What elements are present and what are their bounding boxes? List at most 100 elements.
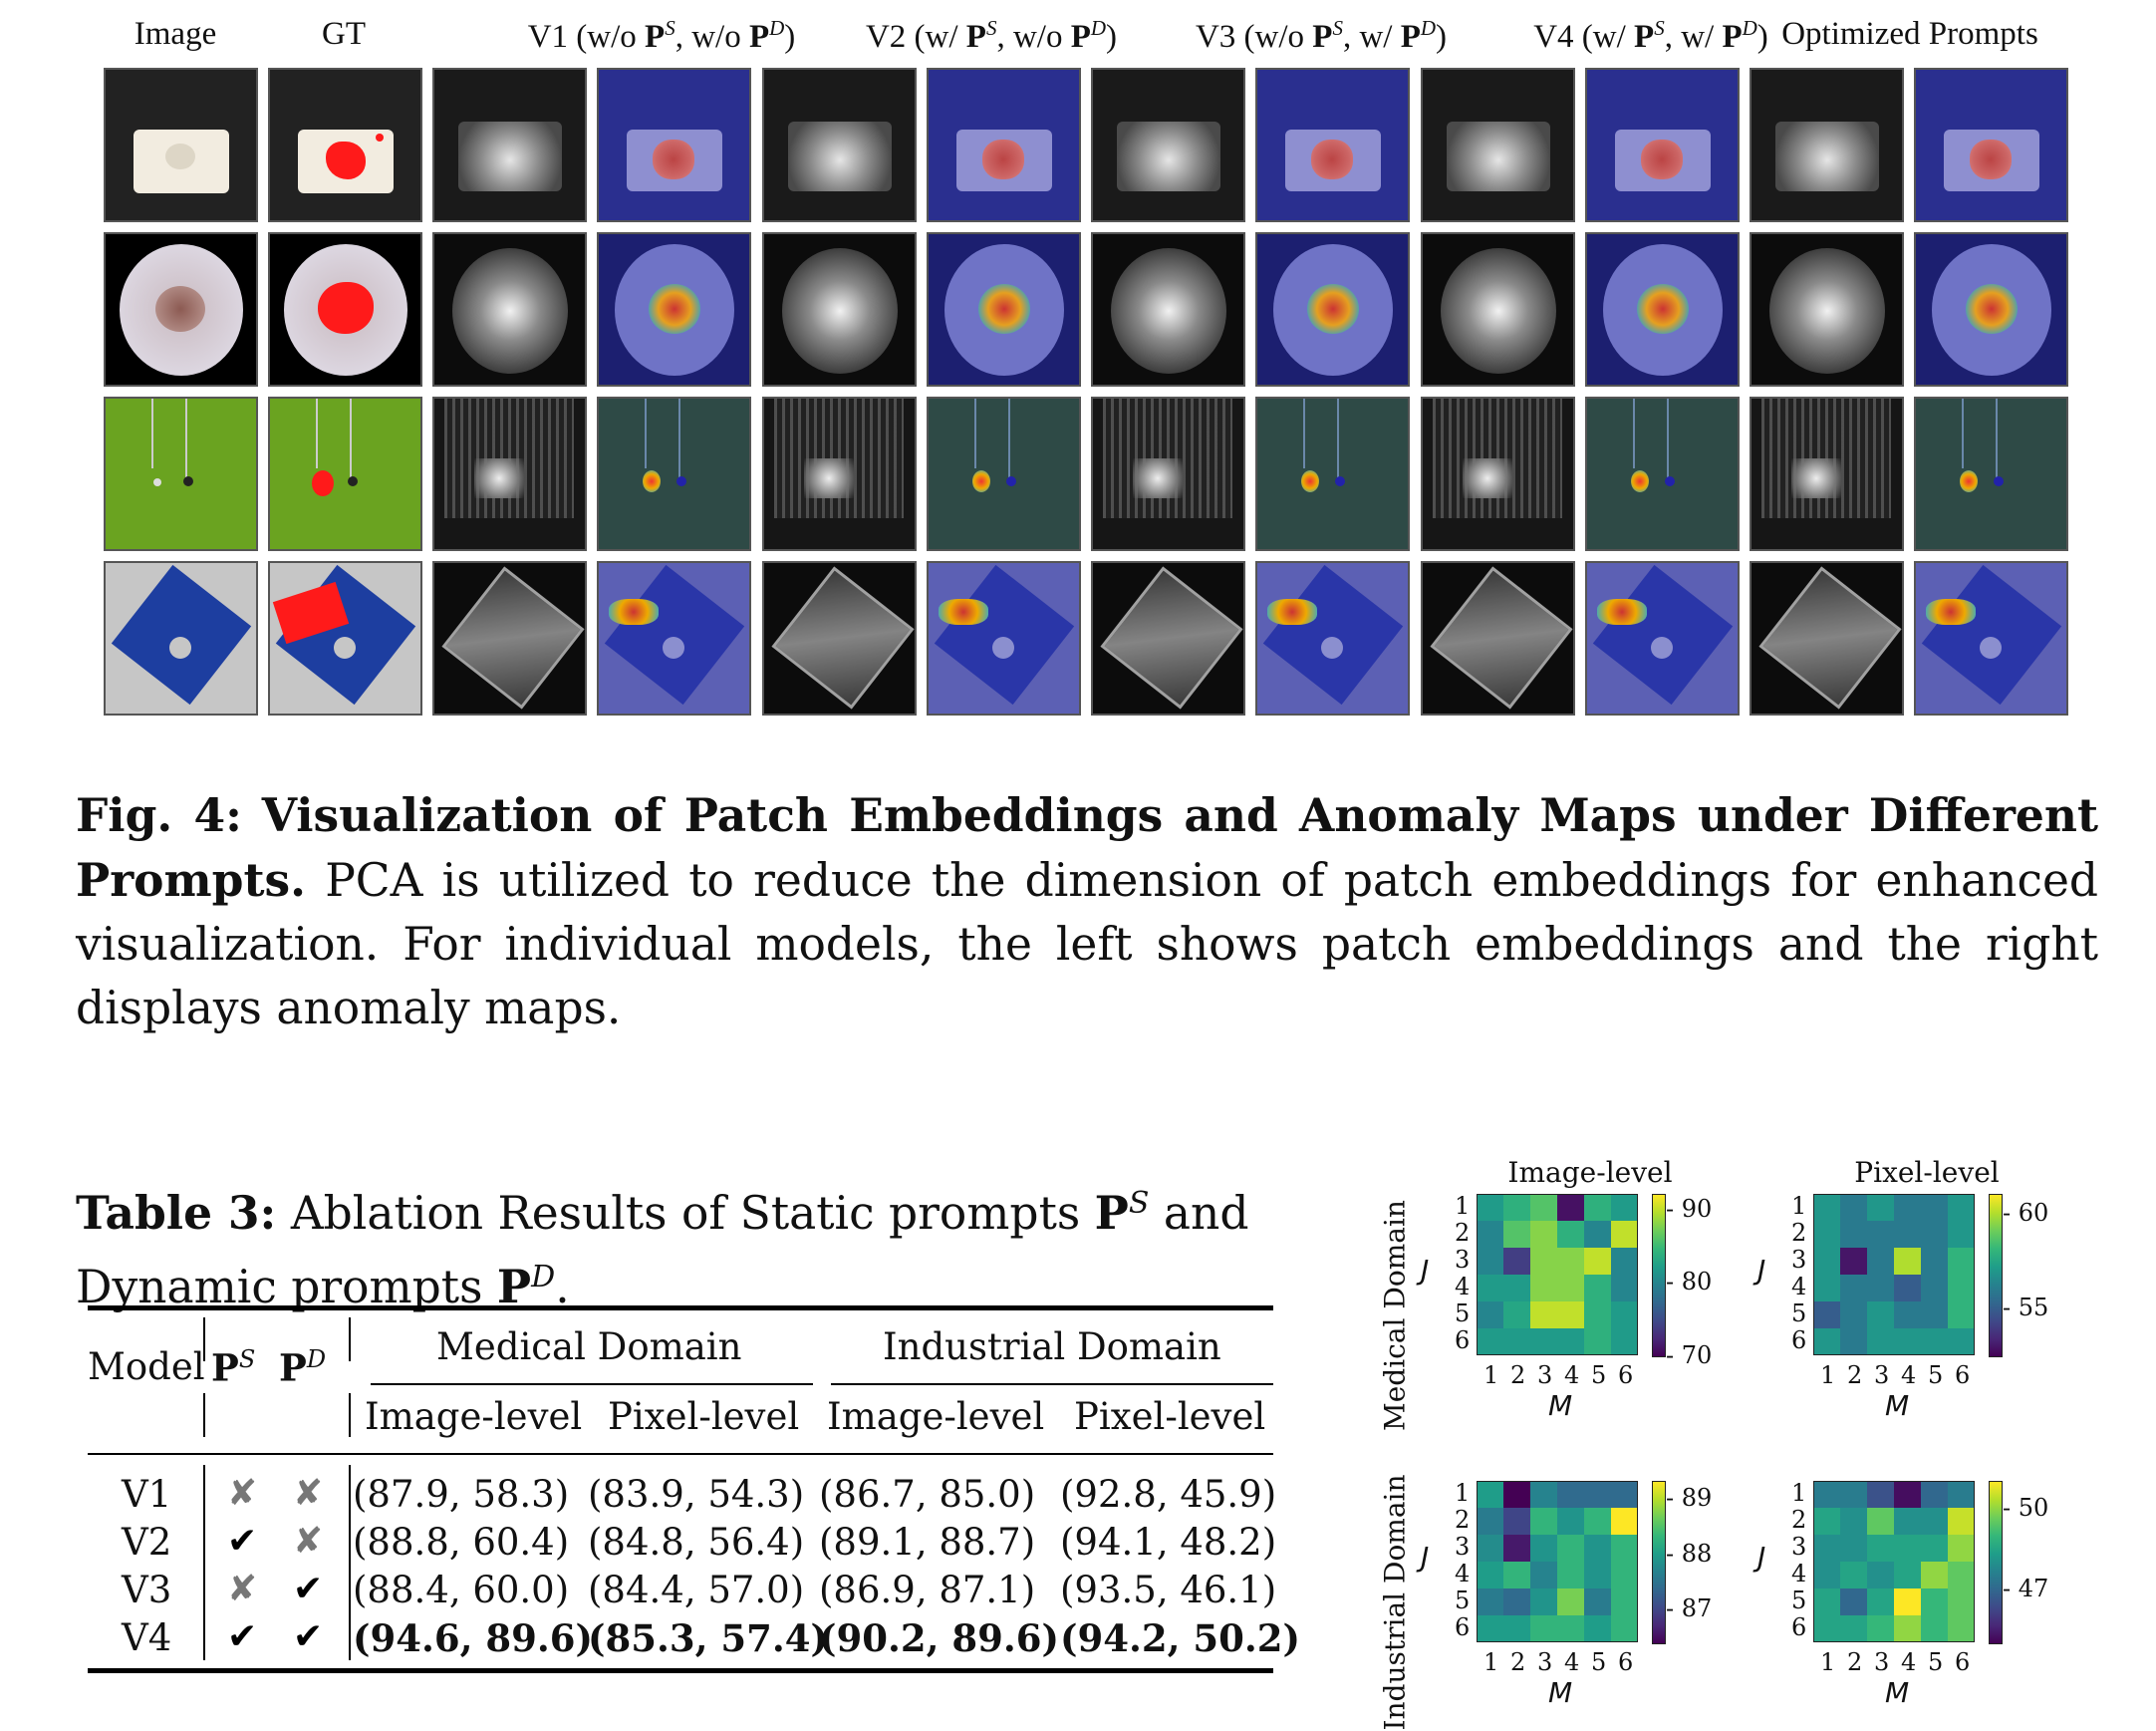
figure-tile — [104, 232, 258, 387]
figure-tile — [1750, 561, 1904, 716]
y-tick-label: 6 — [1455, 1613, 1471, 1641]
x-tick-label: 2 — [1510, 1648, 1526, 1676]
ps-mark: ✔ — [227, 1521, 258, 1562]
heatmap-cell — [1584, 1562, 1611, 1588]
heatmap-cell — [1894, 1562, 1921, 1588]
figure-tile — [432, 397, 587, 551]
heatmap-cell — [1948, 1275, 1975, 1301]
ps-mark: ✔ — [227, 1616, 258, 1657]
heatmap-cell — [1894, 1221, 1921, 1248]
heatmap-cell — [1813, 1328, 1840, 1355]
y-tick-label: 1 — [1791, 1479, 1807, 1507]
heatmap-cell — [1894, 1481, 1921, 1508]
heatmap-cell — [1477, 1508, 1503, 1535]
heatmap-cell — [1948, 1562, 1975, 1588]
figure-tile — [268, 397, 422, 551]
heatmap-cell — [1611, 1275, 1638, 1301]
figure-tile — [1914, 397, 2068, 551]
heatmap-cell — [1557, 1508, 1584, 1535]
heatmap-cell — [1840, 1481, 1867, 1508]
vsep-2b — [349, 1393, 351, 1437]
heatmap-cell — [1530, 1481, 1557, 1508]
heatmap-cell — [1530, 1615, 1557, 1642]
heatmap-frame — [1477, 1481, 1638, 1642]
figure-tile — [268, 561, 422, 716]
heatmap-cell — [1530, 1535, 1557, 1562]
y-tick-label: 1 — [1455, 1192, 1471, 1220]
figure-tile — [597, 68, 751, 222]
figure-tile — [1421, 397, 1575, 551]
heatmap-cell — [1503, 1508, 1530, 1535]
table-cell: (92.8, 45.9) — [1060, 1473, 1277, 1516]
table-cell: (84.4, 57.0) — [588, 1569, 805, 1611]
heatmap-cell — [1867, 1275, 1894, 1301]
heatmap-cell — [1948, 1588, 1975, 1615]
heatmap-cell — [1921, 1221, 1948, 1248]
figure-tile — [432, 561, 587, 716]
column-header-2: GT — [322, 16, 366, 52]
x-axis-label: M — [1548, 1389, 1573, 1422]
heatmap-cell — [1921, 1588, 1948, 1615]
caption-label: Fig. 4: — [76, 788, 242, 842]
pd-sup: D — [531, 1260, 556, 1296]
x-tick-label: 6 — [1955, 1648, 1971, 1676]
pd-mark: ✔ — [293, 1616, 324, 1657]
pd-mark: ✘ — [293, 1473, 324, 1514]
vsep-2c — [349, 1465, 351, 1660]
x-tick-label: 2 — [1847, 1648, 1863, 1676]
figure-tile — [104, 397, 258, 551]
figure-tile — [762, 68, 917, 222]
figure-tile — [762, 232, 917, 387]
heatmap-cell — [1813, 1508, 1840, 1535]
heatmap-cell — [1611, 1248, 1638, 1275]
x-tick-label: 5 — [1928, 1648, 1944, 1676]
heatmap-cell — [1894, 1301, 1921, 1328]
figure-tile — [1585, 397, 1740, 551]
heatmap-cell — [1867, 1615, 1894, 1642]
figure-tile — [1750, 232, 1904, 387]
colorbar-tick-label: - 47 — [2003, 1575, 2049, 1602]
figure-tile — [1585, 232, 1740, 387]
heatmap-cell — [1813, 1248, 1840, 1275]
heatmap-cell — [1530, 1508, 1557, 1535]
figure-tile — [1585, 561, 1740, 716]
heatmap-cell — [1530, 1194, 1557, 1221]
y-tick-label: 4 — [1455, 1560, 1471, 1587]
heatmap-cell — [1948, 1221, 1975, 1248]
heatmap-cell — [1921, 1275, 1948, 1301]
heatmap-cell — [1840, 1248, 1867, 1275]
y-tick-label: 3 — [1791, 1246, 1807, 1274]
heatmap-cell — [1867, 1301, 1894, 1328]
heatmap-cell — [1530, 1562, 1557, 1588]
table-cell: (86.7, 85.0) — [819, 1473, 1036, 1516]
y-tick-label: 6 — [1455, 1326, 1471, 1354]
heatmap-cell — [1503, 1248, 1530, 1275]
heatmap-cell — [1867, 1221, 1894, 1248]
table-cell: (83.9, 54.3) — [588, 1473, 805, 1516]
colorbar-tick-label: - 55 — [2003, 1294, 2049, 1322]
table-bottom-rule — [88, 1668, 1273, 1673]
table-cell: (86.9, 87.1) — [819, 1569, 1036, 1611]
heatmap-figure: Image-level Pixel-level Medical Domain I… — [1365, 1146, 2142, 1731]
column-header-6: V4 (w/ PS, w/ PD) — [1533, 16, 1768, 55]
heatmap-title-image: Image-level — [1507, 1156, 1673, 1189]
heatmap-cell — [1477, 1481, 1503, 1508]
heatmap-cell — [1477, 1615, 1503, 1642]
figure-tile — [104, 561, 258, 716]
figure-tile — [1255, 68, 1410, 222]
figure-tile — [1585, 68, 1740, 222]
y-tick-label: 4 — [1791, 1273, 1807, 1300]
x-tick-label: 1 — [1483, 1361, 1499, 1389]
header-ps: PS — [211, 1345, 256, 1390]
heatmap-cell — [1503, 1562, 1530, 1588]
y-tick-label: 2 — [1791, 1219, 1807, 1247]
heatmap-cell — [1840, 1535, 1867, 1562]
heatmap-cell — [1894, 1588, 1921, 1615]
heatmap-cell — [1840, 1301, 1867, 1328]
x-axis-label: M — [1885, 1389, 1910, 1422]
heatmap-cell — [1867, 1194, 1894, 1221]
table-row-model: V3 — [122, 1569, 172, 1611]
figure-tile — [1914, 68, 2068, 222]
heatmap-cell — [1813, 1221, 1840, 1248]
y-tick-label: 1 — [1791, 1192, 1807, 1220]
